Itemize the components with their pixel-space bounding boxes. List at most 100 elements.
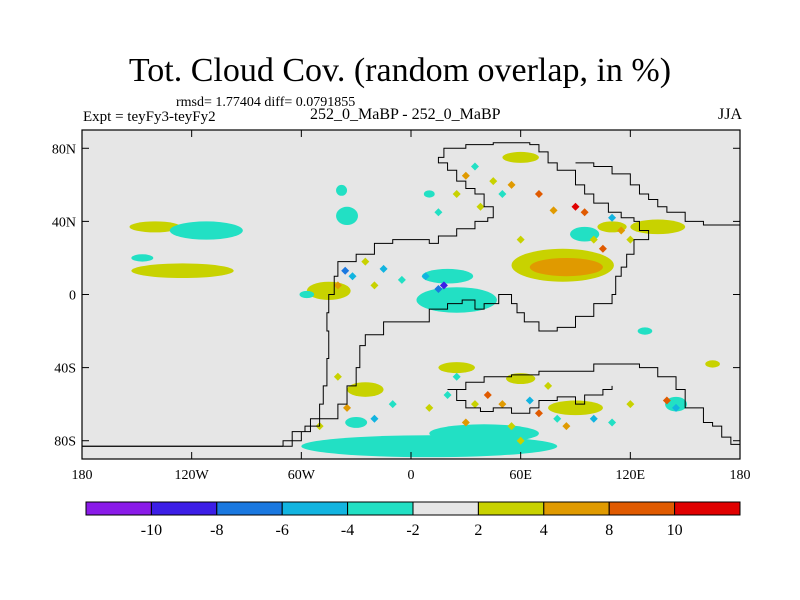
anomaly-cell (388, 400, 397, 409)
anomaly-cell (434, 285, 443, 294)
colorbar-swatch (150, 501, 218, 516)
anomaly-cell (598, 244, 607, 253)
colorbar-label: -10 (141, 522, 162, 539)
colorbar-label: 4 (540, 522, 548, 539)
anomaly-cell (397, 275, 406, 284)
colorbar-label: -4 (341, 522, 354, 539)
anomaly-cell (498, 189, 507, 198)
y-tick-label: 40S (54, 362, 76, 377)
anomaly-cell (379, 264, 388, 273)
anomaly-region (705, 360, 720, 368)
anomaly-cell (507, 180, 516, 189)
colorbar-swatch (674, 501, 741, 516)
anomaly-region (637, 327, 653, 335)
colorbar-label: -8 (210, 522, 223, 539)
colorbar-label: 2 (474, 522, 482, 539)
colorbar-swatch (216, 501, 283, 516)
anomaly-region (502, 151, 539, 163)
anomaly-region (336, 206, 358, 226)
x-tick-label: 180 (72, 468, 93, 483)
y-tick-label: 80N (52, 142, 76, 157)
anomaly-cell (476, 202, 485, 211)
anomaly-cell (562, 422, 571, 431)
anomaly-region (131, 254, 154, 262)
anomaly-region (336, 184, 348, 196)
anomaly-cell (452, 372, 461, 381)
experiment-label: Expt = teyFy3-teyFy2 (83, 109, 216, 125)
anomaly-cell (534, 189, 543, 198)
y-tick-label: 80S (54, 435, 76, 450)
colorbar-swatch (412, 501, 479, 516)
colorbar-label: 8 (605, 522, 613, 539)
coastline-layer (82, 142, 740, 447)
x-tick-label: 120W (175, 468, 210, 483)
anomaly-region (438, 362, 475, 374)
anomaly-cell (452, 189, 461, 198)
anomaly-region (423, 190, 435, 198)
case-label: 252_0_MaBP - 252_0_MaBP (310, 106, 501, 123)
anomaly-cell (549, 206, 558, 215)
anomaly-cell (421, 272, 430, 281)
anomaly-cell (348, 272, 357, 281)
anomaly-cell (553, 414, 562, 423)
anomaly-cell (352, 385, 361, 394)
axes-layer: 180 120W 60W 0 60E 120E 180 80N 40N 0 40S 80S (52, 130, 751, 483)
coastline (575, 162, 740, 226)
x-tick-label: 60E (509, 468, 532, 483)
anomaly-cell (425, 403, 434, 412)
anomaly-region (169, 221, 243, 240)
x-tick-label: 120E (616, 468, 646, 483)
colorbar-label: -2 (406, 522, 419, 539)
chart-title: Tot. Cloud Cov. (random overlap, in %) (128, 52, 672, 89)
anomaly-cell (589, 235, 598, 244)
anomaly-cell (580, 208, 589, 217)
anomaly-cell (589, 414, 598, 423)
colorbar-swatch (281, 501, 349, 516)
anomaly-region (129, 221, 181, 233)
colorbar-label: -6 (276, 522, 289, 539)
anomaly-cell (662, 396, 671, 405)
anomaly-cell (439, 281, 448, 290)
colorbar: -10 -8 -6 -4 -2 2 4 8 10 (85, 501, 741, 539)
anomaly-cell (461, 171, 470, 180)
coastline (529, 385, 613, 409)
anomaly-cell (672, 403, 681, 412)
anomaly-cell (507, 422, 516, 431)
anomaly-cell (608, 418, 617, 427)
stats-line: rmsd= 1.77404 diff= 0.0791855 (176, 95, 356, 110)
anomaly-region (345, 416, 368, 428)
anomaly-region (548, 400, 603, 416)
colorbar-swatch (543, 501, 610, 516)
colorbar-swatch (608, 501, 676, 516)
anomaly-cell (370, 281, 379, 290)
coastline (82, 142, 650, 447)
x-tick-label: 180 (730, 468, 751, 483)
anomaly-cell (516, 436, 525, 445)
anomaly-cell (461, 418, 470, 427)
season-label: JJA (717, 106, 742, 123)
y-tick-label: 40N (52, 215, 76, 230)
anomaly-region (529, 257, 603, 277)
anomaly-cell (571, 202, 580, 211)
anomaly-cell (498, 400, 507, 409)
colorbar-label: 10 (667, 522, 683, 539)
anomaly-region (416, 287, 497, 313)
anomaly-cell (434, 208, 443, 217)
y-tick-label: 0 (69, 289, 76, 304)
anomaly-cell (534, 409, 543, 418)
anomaly-cell (626, 235, 635, 244)
anomaly-region (421, 268, 474, 284)
anomaly-cell (443, 391, 452, 400)
x-tick-label: 60W (288, 468, 316, 483)
anomaly-cell (608, 213, 617, 222)
anomaly-cell (525, 396, 534, 405)
anomaly-cell (483, 391, 492, 400)
anomaly-cell (333, 372, 342, 381)
anomaly-cell (333, 281, 342, 290)
anomaly-region (506, 373, 536, 385)
x-tick-label: 0 (408, 468, 415, 483)
anomaly-region (131, 263, 234, 279)
colorbar-swatch (477, 501, 545, 516)
anomaly-cell (343, 403, 352, 412)
anomaly-cell (516, 235, 525, 244)
